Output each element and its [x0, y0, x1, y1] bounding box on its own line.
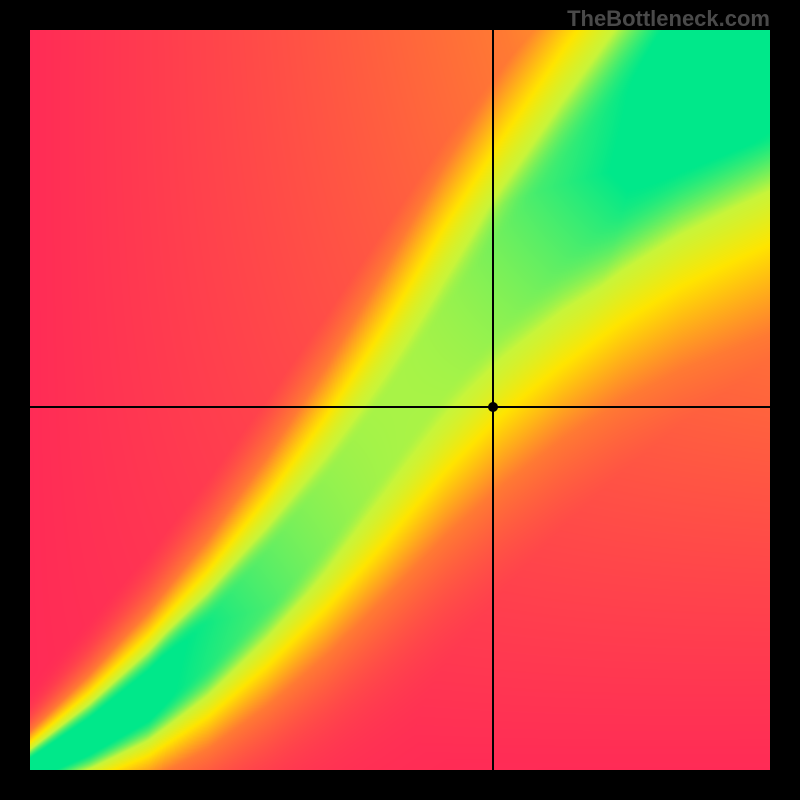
root-container: TheBottleneck.com — [0, 0, 800, 800]
heatmap-canvas — [30, 30, 770, 770]
watermark-text: TheBottleneck.com — [567, 6, 770, 32]
crosshair-marker-dot — [488, 402, 498, 412]
heatmap-plot — [30, 30, 770, 770]
crosshair-horizontal — [30, 406, 770, 408]
crosshair-vertical — [492, 30, 494, 770]
